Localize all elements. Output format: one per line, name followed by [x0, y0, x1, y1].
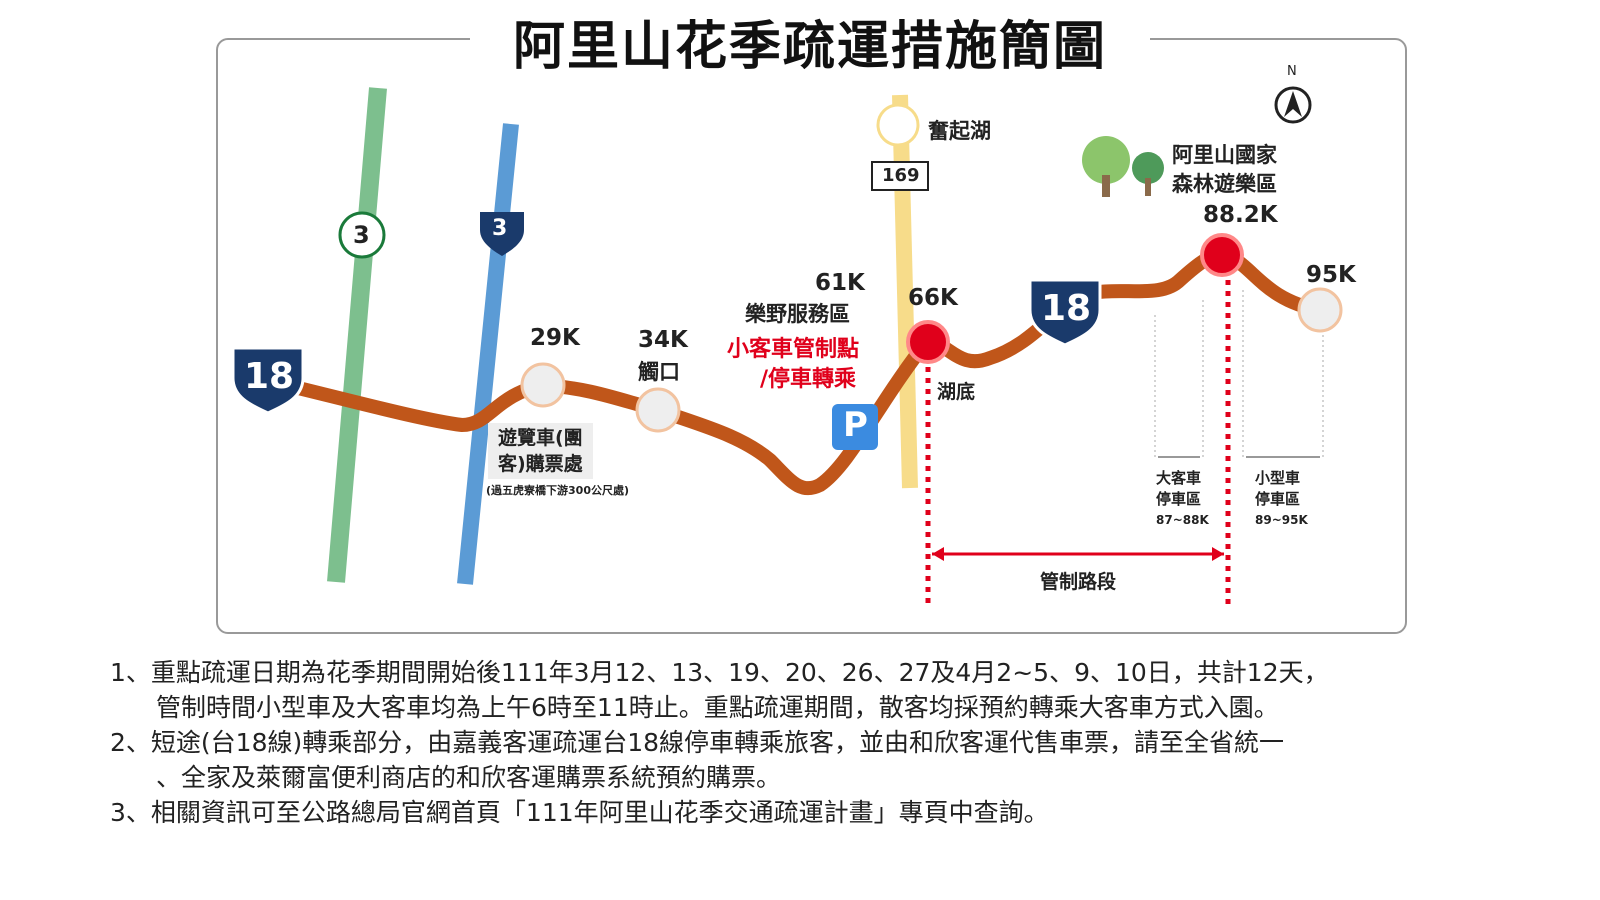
control-label-1: 小客車管制點 — [727, 337, 860, 362]
route-169-label: 169 — [882, 165, 920, 186]
km-95: 95K — [1306, 262, 1356, 288]
note-2: 2、短途(台18線)轉乘部分，由嘉義客運疏運台18線停車轉乘旅客，並由和欣客運代… — [110, 728, 1285, 757]
km-88: 88.2K — [1203, 202, 1278, 228]
note-1: 1、重點疏運日期為花季期間開始後111年3月12、13、19、20、26、27及… — [110, 658, 1329, 687]
note-2-cont: 、全家及萊爾富便利商店的和欣客運購票系統預約購票。 — [156, 763, 782, 792]
national-highway-3 — [327, 87, 387, 583]
tree-icon — [1082, 136, 1130, 184]
stop-fenqihu — [876, 103, 920, 147]
county-road-169 — [892, 94, 918, 489]
small-car-parking: 小型車 停車區 89~95K — [1255, 469, 1308, 527]
km-66: 66K — [908, 285, 958, 311]
big-bus-parking: 大客車 停車區 87~88K — [1156, 469, 1209, 527]
fenqihu-label: 奮起湖 — [928, 119, 991, 143]
page-title: 阿里山花季疏運措施簡圖 — [470, 4, 1150, 79]
alishan-label: 阿里山國家 森林遊樂區 — [1172, 143, 1277, 196]
note-3: 3、相關資訊可至公路總局官網首頁「111年阿里山花季交通疏運計畫」專頁中查詢。 — [110, 798, 1049, 827]
hudi-label: 湖底 — [937, 381, 976, 403]
parking-label: P — [843, 405, 868, 445]
chukou-label: 觸口 — [638, 360, 680, 384]
compass-label: N — [1287, 64, 1297, 79]
stop-29k — [520, 362, 566, 408]
hwy18-label-left: 18 — [244, 356, 295, 397]
control-point-66k — [906, 320, 950, 364]
bus-ticket-label: 遊覽車(團 客)購票處 — [488, 423, 593, 479]
stop-95k — [1297, 287, 1343, 333]
highway-18-route — [258, 247, 1327, 496]
hwy18-shield-left — [231, 346, 305, 415]
hwy18-label-right: 18 — [1041, 288, 1092, 329]
km-29: 29K — [530, 325, 580, 351]
parking-icon — [832, 404, 878, 450]
km-61: 61K — [815, 270, 865, 296]
national-3-shield — [480, 212, 524, 256]
leye-label: 樂野服務區 — [745, 302, 850, 326]
km-34: 34K — [638, 327, 688, 353]
hwy18-shield-right — [1028, 278, 1102, 347]
provincial-highway-3 — [457, 123, 519, 585]
control-section-label: 管制路段 — [1040, 571, 1117, 593]
note-1-cont: 管制時間小型車及大客車均為上午6時至11時止。重點疏運期間，散客均採預約轉乘大客… — [156, 693, 1279, 722]
control-label-2: /停車轉乘 — [760, 367, 857, 392]
bus-note: (過五虎寮橋下游300公尺處) — [486, 484, 630, 497]
control-point-88k — [1200, 233, 1244, 277]
stop-34k — [635, 387, 681, 433]
national-3-label: 3 — [492, 216, 508, 241]
plum-blossom-sign — [338, 211, 386, 259]
prov-3-label: 3 — [353, 221, 370, 249]
notes: 1、重點疏運日期為花季期間開始後111年3月12、13、19、20、26、27及… — [110, 655, 1329, 830]
